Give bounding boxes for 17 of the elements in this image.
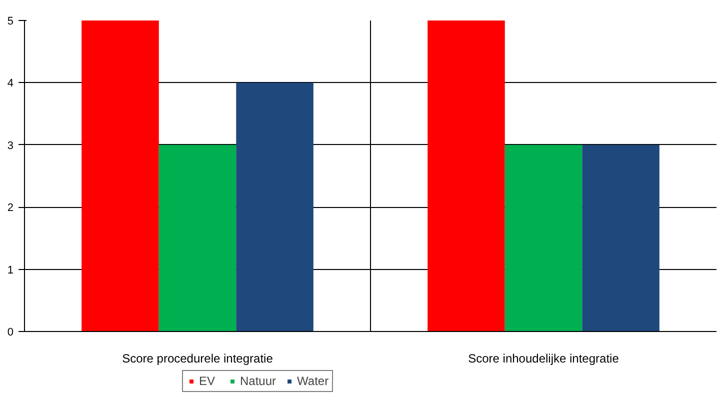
legend-label: Water (297, 374, 329, 388)
bar (504, 144, 582, 332)
legend-label: Natuur (240, 374, 276, 388)
bar (82, 20, 159, 332)
y-tick-label: 0 (7, 326, 14, 338)
bar (428, 20, 505, 332)
y-tick-label: 4 (7, 78, 14, 90)
y-tick-label: 3 (7, 140, 14, 152)
y-tick-label: 1 (7, 264, 14, 276)
bar (236, 82, 314, 332)
bar (158, 144, 236, 332)
legend-label: EV (199, 374, 216, 388)
bar (582, 144, 660, 332)
y-tick-label: 2 (7, 202, 14, 214)
x-tick-label: Score inhoudelijke integratie (468, 352, 620, 366)
y-tick-label: 5 (7, 16, 14, 28)
x-tick-label: Score procedurele integratie (122, 352, 274, 366)
